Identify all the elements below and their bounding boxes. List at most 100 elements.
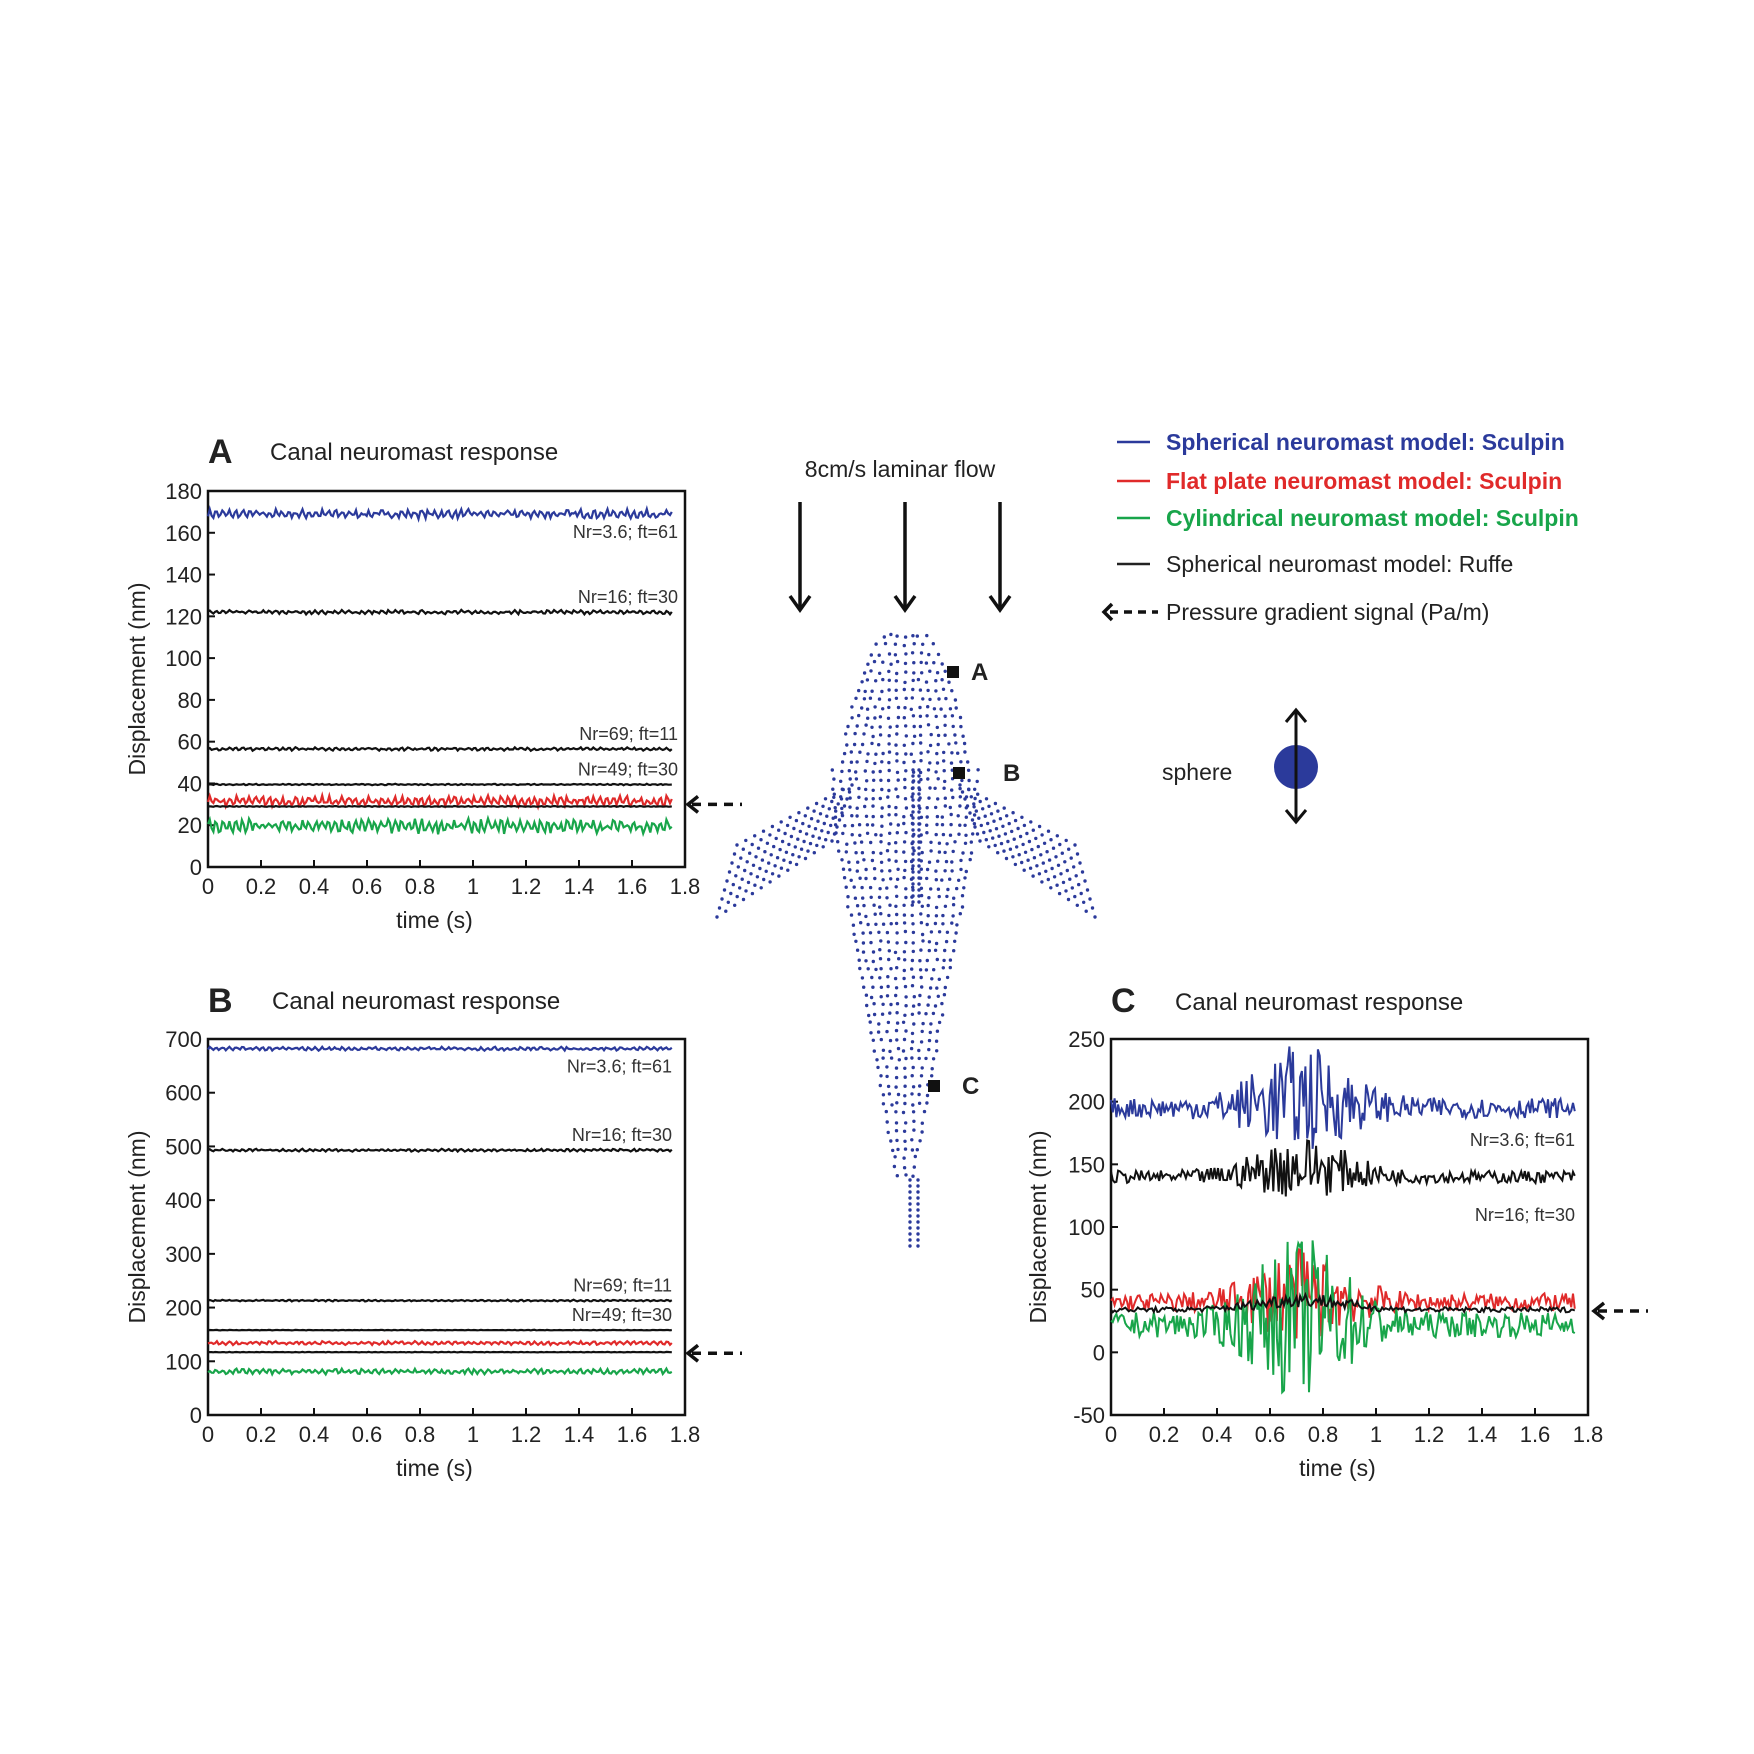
series-line: [207, 1044, 673, 1053]
y-axis-label: Displacement (nm): [1025, 1131, 1051, 1324]
panel-b: B Canal neuromast response 0 0.2 0.4 0.6 0.8 1 1…: [124, 982, 742, 1481]
y-tick-label: 600: [165, 1081, 202, 1106]
x-tick-label: 0.8: [1308, 1422, 1339, 1447]
x-tick-label: 1.2: [511, 874, 542, 899]
x-tick-label: 0.4: [1202, 1422, 1233, 1447]
panel-letter: A: [208, 433, 233, 471]
flow-arrow: [893, 502, 917, 614]
y-tick-label: 200: [1068, 1090, 1105, 1115]
series-line: [206, 505, 673, 523]
series-annotation: Nr=16; ft=30: [1475, 1205, 1575, 1225]
pressure-gradient-arrow: [1591, 1301, 1648, 1321]
legend-item: Pressure gradient signal (Pa/m): [1101, 599, 1489, 625]
x-axis-label: time (s): [396, 1455, 473, 1481]
x-tick-label: 0.8: [405, 874, 436, 899]
series-line: [207, 608, 673, 617]
y-axis-label: Displacement (nm): [124, 1131, 150, 1324]
x-tick-label: 1.4: [564, 1422, 595, 1447]
x-axis-label: time (s): [396, 907, 473, 933]
x-tick-label: 1: [467, 1422, 479, 1447]
y-tick-label: 0: [190, 1403, 202, 1428]
pressure-gradient-arrow: [685, 794, 742, 814]
sphere-diagram: sphere: [1162, 707, 1318, 825]
x-tick-label: 1.2: [511, 1422, 542, 1447]
fish-point-cloud: [715, 632, 1097, 1248]
y-tick-label: 50: [1081, 1278, 1105, 1303]
y-tick-label: 40: [178, 771, 202, 796]
series-line: [208, 1350, 672, 1354]
series-line: [207, 745, 673, 753]
panel-title: Canal neuromast response: [270, 439, 558, 466]
y-tick-label: 100: [1068, 1215, 1105, 1240]
sphere-label: sphere: [1162, 759, 1232, 785]
panel-c: C Canal neuromast response 0 0.2 0.4 0.6 0.8 1 1…: [1025, 982, 1648, 1481]
x-tick-label: 1.2: [1414, 1422, 1445, 1447]
marker-a: [947, 666, 959, 678]
y-tick-label: -50: [1073, 1403, 1105, 1428]
x-tick-label: 1: [1370, 1422, 1382, 1447]
marker-b-label: B: [1003, 760, 1020, 787]
x-axis-label: time (s): [1299, 1455, 1376, 1481]
series-line: [1110, 1139, 1576, 1197]
y-tick-label: 0: [1093, 1340, 1105, 1365]
y-tick-label: 100: [165, 1349, 202, 1374]
panel-letter: B: [208, 982, 233, 1020]
y-tick-label: 20: [178, 813, 202, 838]
x-tick-label: 1: [467, 874, 479, 899]
y-tick-label: 150: [1068, 1152, 1105, 1177]
x-tick-label: 1.8: [1573, 1422, 1604, 1447]
y-tick-label: 250: [1068, 1027, 1105, 1052]
legend: Spherical neuromast model: Sculpin Flat p…: [1101, 429, 1579, 625]
legend-item: Cylindrical neuromast model: Sculpin: [1117, 505, 1579, 531]
x-tick-label: 0.2: [246, 1422, 277, 1447]
series-annotation: Nr=49; ft=30: [572, 1305, 672, 1325]
panel-title: Canal neuromast response: [272, 988, 560, 1015]
y-tick-label: 400: [165, 1188, 202, 1213]
series-annotation: Nr=3.6; ft=61: [1470, 1130, 1575, 1150]
series-annotation: Nr=16; ft=30: [572, 1125, 672, 1145]
series-line: [1110, 1248, 1576, 1339]
legend-label: Pressure gradient signal (Pa/m): [1166, 599, 1489, 625]
x-tick-label: 0.4: [299, 1422, 330, 1447]
y-tick-label: 0: [190, 855, 202, 880]
marker-a-label: A: [971, 659, 988, 686]
y-tick-label: 300: [165, 1242, 202, 1267]
series-line: [207, 1298, 673, 1303]
x-tick-label: 0.8: [405, 1422, 436, 1447]
series-line: [1110, 1240, 1576, 1395]
x-tick-label: 0: [202, 1422, 214, 1447]
y-tick-label: 160: [165, 521, 202, 546]
series-annotation: Nr=3.6; ft=61: [567, 1057, 672, 1077]
x-tick-label: 1.4: [1467, 1422, 1498, 1447]
x-tick-label: 0.2: [1149, 1422, 1180, 1447]
y-tick-label: 80: [178, 688, 202, 713]
series-annotation: Nr=3.6; ft=61: [573, 522, 678, 542]
x-tick-label: 0.6: [352, 874, 383, 899]
legend-item: Spherical neuromast model: Sculpin: [1117, 429, 1565, 455]
y-tick-label: 100: [165, 646, 202, 671]
marker-c-label: C: [962, 1073, 979, 1100]
series-line: [207, 1147, 673, 1154]
x-tick-label: 0.6: [1255, 1422, 1286, 1447]
y-tick-label: 700: [165, 1027, 202, 1052]
x-tick-label: 1.8: [670, 1422, 701, 1447]
y-tick-label: 140: [165, 563, 202, 588]
flow-diagram: 8cm/s laminar flow A B C: [715, 456, 1097, 1248]
flow-arrows: [788, 502, 1012, 614]
series-annotation: Nr=69; ft=11: [573, 1276, 672, 1296]
y-axis-label: Displacement (nm): [124, 583, 150, 776]
series-line: [207, 1339, 673, 1347]
series-line: [207, 804, 673, 809]
legend-item: Flat plate neuromast model: Sculpin: [1117, 468, 1562, 494]
x-tick-label: 0.6: [352, 1422, 383, 1447]
series-annotation: Nr=49; ft=30: [578, 759, 678, 779]
series-line: [1110, 1291, 1576, 1315]
series-line: [207, 1366, 673, 1377]
flow-arrow: [788, 502, 812, 614]
x-tick-label: 0: [202, 874, 214, 899]
x-tick-label: 0: [1105, 1422, 1117, 1447]
flow-arrow: [988, 502, 1012, 614]
x-tick-label: 0.2: [246, 874, 277, 899]
y-tick-label: 200: [165, 1296, 202, 1321]
